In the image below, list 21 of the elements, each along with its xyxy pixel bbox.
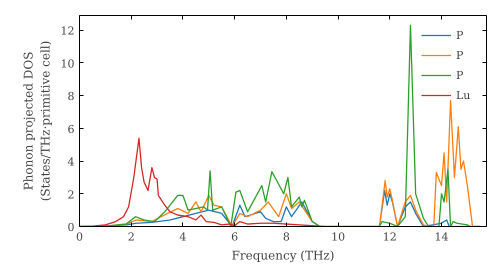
x-tick-label: 2 xyxy=(128,230,135,244)
x-axis-title: Frequency (THz) xyxy=(232,248,334,262)
x-tick-label: 4 xyxy=(179,230,186,244)
y-tick-label: 6 xyxy=(68,122,74,136)
x-tick-label: 6 xyxy=(231,230,238,244)
y-tick-label: 4 xyxy=(68,156,74,169)
legend-label: P xyxy=(456,68,464,82)
legend-label: Lu xyxy=(456,88,472,102)
x-tick-label: 14 xyxy=(434,230,449,244)
y-tick-label: 12 xyxy=(60,24,75,38)
y-tick-label: 10 xyxy=(60,57,75,70)
y-tick-label: 0 xyxy=(68,221,74,234)
x-tick-label: 8 xyxy=(282,230,290,244)
x-tick-label: 12 xyxy=(382,230,397,244)
legend-label: P xyxy=(456,48,464,62)
y-axis-title: Phonon projected DOS (States/THz·primitive cell) xyxy=(22,40,53,202)
y-tick-label: 8 xyxy=(68,90,74,104)
x-tick-label: 10 xyxy=(331,230,346,244)
legend-label: P xyxy=(456,28,464,42)
y-tick-label: 2 xyxy=(68,188,74,202)
x-tick-label: 0 xyxy=(76,230,83,244)
